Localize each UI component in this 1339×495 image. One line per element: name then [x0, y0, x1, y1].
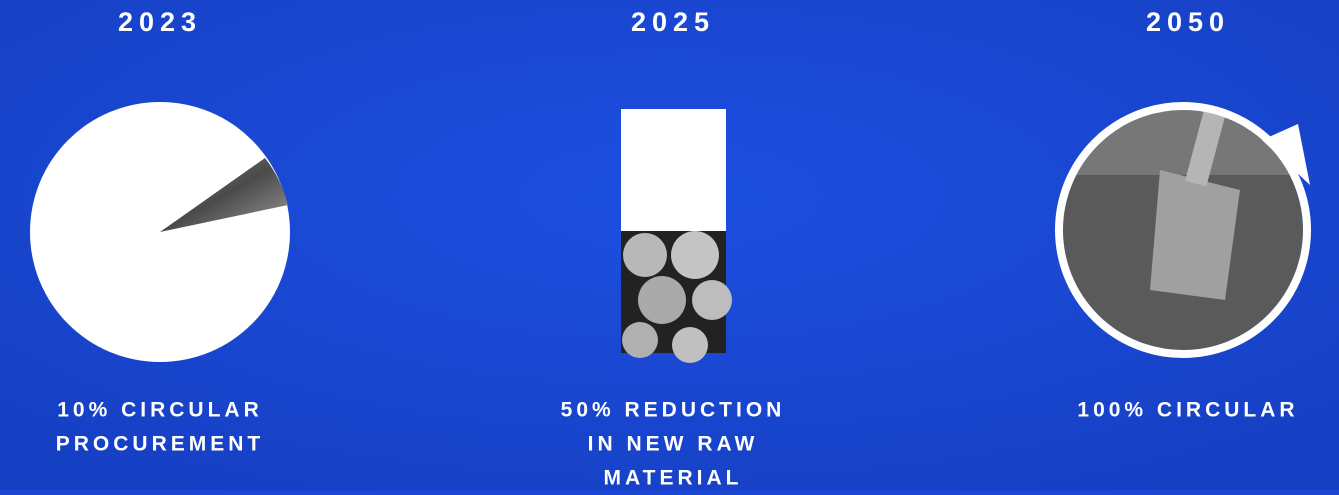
caption-line: 10% CIRCULAR: [57, 399, 263, 422]
caption-line: MATERIAL: [604, 467, 743, 490]
year: 2050: [1146, 7, 1230, 37]
circular-graphic: [1055, 102, 1311, 358]
caption-line: PROCUREMENT: [56, 433, 265, 456]
caption-line: 100% CIRCULAR: [1077, 399, 1298, 422]
caption-line: 50% REDUCTION: [561, 399, 786, 422]
pie-graphic: [30, 102, 290, 362]
year: 2025: [631, 7, 715, 37]
bar-graphic: [621, 109, 732, 363]
caption-line: IN NEW RAW: [588, 433, 759, 456]
year: 2023: [118, 7, 202, 37]
